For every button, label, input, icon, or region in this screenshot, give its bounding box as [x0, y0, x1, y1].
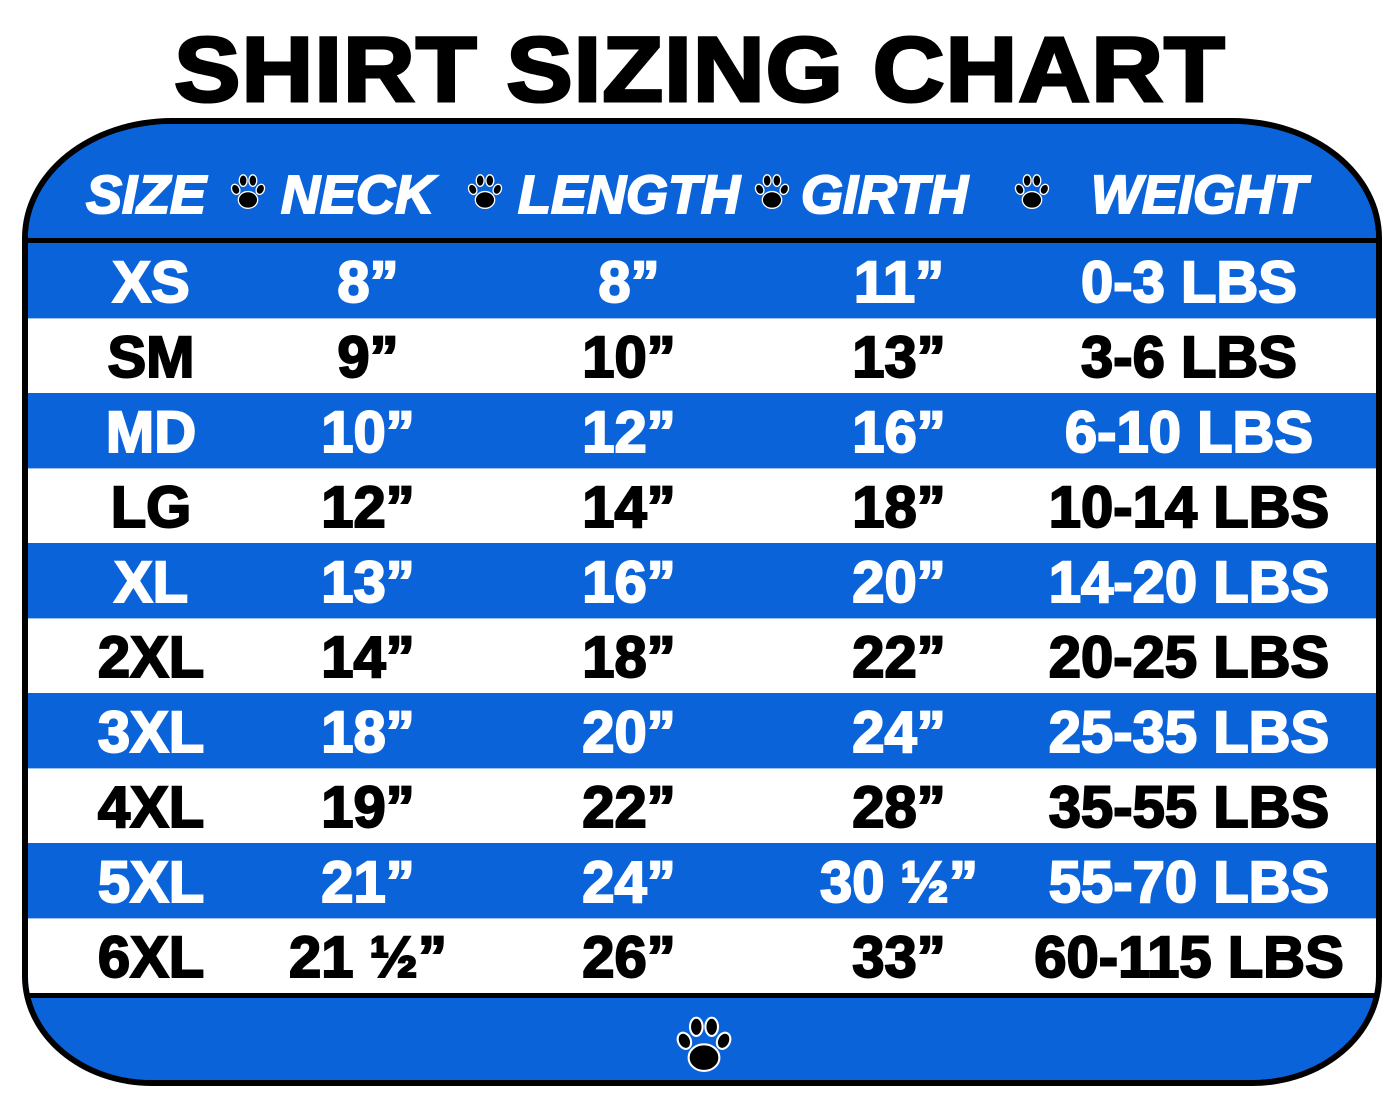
cell-weight: 25-35 LBS: [1048, 699, 1330, 766]
cell-neck: 18”: [320, 699, 416, 766]
cell-girth: 33”: [851, 924, 947, 991]
column-header-size: SIZE: [85, 164, 207, 226]
cell-length: 24”: [581, 849, 677, 916]
sizing-table: SIZE NECK LENGTH GIRTH WEIGHT XS 8” 8” 11” 0…: [22, 118, 1382, 1086]
cell-girth: 24”: [851, 699, 947, 766]
cell-neck: 9”: [336, 324, 399, 391]
cell-size: MD: [105, 399, 197, 466]
footer-divider: [28, 993, 1376, 998]
cell-girth: 20”: [851, 549, 947, 616]
paw-print-icon: [466, 174, 504, 209]
cell-girth: 30 ½”: [819, 849, 979, 916]
page-title: SHIRT SIZING CHART: [173, 18, 1227, 123]
cell-weight: 3-6 LBS: [1080, 324, 1298, 391]
cell-neck: 13”: [320, 549, 416, 616]
paw-print-icon: [1013, 174, 1051, 209]
cell-girth: 22”: [851, 624, 947, 691]
cell-neck: 19”: [320, 774, 416, 841]
cell-girth: 13”: [851, 324, 947, 391]
cell-weight: 10-14 LBS: [1048, 474, 1330, 541]
cell-size: 2XL: [97, 624, 205, 691]
cell-neck: 14”: [320, 624, 416, 691]
table-header: SIZE NECK LENGTH GIRTH WEIGHT: [28, 124, 1376, 238]
column-header-length: LENGTH: [517, 164, 741, 226]
cell-length: 14”: [581, 474, 677, 541]
cell-neck: 21”: [320, 849, 416, 916]
header-divider: [28, 238, 1376, 243]
cell-size: XS: [111, 249, 190, 316]
table-row: XS 8” 8” 11” 0-3 LBS: [28, 243, 1376, 318]
cell-weight: 55-70 LBS: [1048, 849, 1330, 916]
table-row: 6XL 21 ½” 26” 33” 60-115 LBS: [28, 918, 1376, 993]
cell-length: 22”: [581, 774, 677, 841]
paw-print-icon: [229, 174, 267, 209]
cell-length: 10”: [581, 324, 677, 391]
cell-length: 26”: [581, 924, 677, 991]
cell-size: XL: [113, 549, 189, 616]
column-header-weight: WEIGHT: [1090, 164, 1308, 226]
table-row: XL 13” 16” 20” 14-20 LBS: [28, 543, 1376, 618]
cell-weight: 35-55 LBS: [1048, 774, 1330, 841]
cell-girth: 28”: [851, 774, 947, 841]
cell-weight: 0-3 LBS: [1080, 249, 1298, 316]
cell-neck: 10”: [320, 399, 416, 466]
cell-size: 5XL: [97, 849, 205, 916]
cell-length: 16”: [581, 549, 677, 616]
cell-size: 4XL: [97, 774, 205, 841]
cell-weight: 6-10 LBS: [1064, 399, 1314, 466]
column-header-neck: NECK: [280, 164, 435, 226]
table-row: 5XL 21” 24” 30 ½” 55-70 LBS: [28, 843, 1376, 918]
cell-girth: 16”: [851, 399, 947, 466]
cell-girth: 11”: [853, 249, 945, 316]
table-row: MD 10” 12” 16” 6-10 LBS: [28, 393, 1376, 468]
cell-weight: 14-20 LBS: [1048, 549, 1330, 616]
cell-girth: 18”: [851, 474, 947, 541]
cell-size: 3XL: [97, 699, 205, 766]
cell-neck: 21 ½”: [288, 924, 448, 991]
cell-size: LG: [110, 474, 193, 541]
table-row: 4XL 19” 22” 28” 35-55 LBS: [28, 768, 1376, 843]
cell-length: 12”: [581, 399, 677, 466]
table-row: SM 9” 10” 13” 3-6 LBS: [28, 318, 1376, 393]
paw-print-icon: [753, 174, 791, 209]
cell-size: SM: [107, 324, 196, 391]
cell-length: 18”: [581, 624, 677, 691]
cell-neck: 12”: [320, 474, 416, 541]
cell-length: 20”: [581, 699, 677, 766]
table-row: LG 12” 14” 18” 10-14 LBS: [28, 468, 1376, 543]
cell-weight: 20-25 LBS: [1048, 624, 1330, 691]
cell-size: 6XL: [97, 924, 205, 991]
paw-print-icon: [674, 1016, 734, 1072]
cell-weight: 60-115 LBS: [1033, 924, 1345, 991]
table-row: 3XL 18” 20” 24” 25-35 LBS: [28, 693, 1376, 768]
cell-length: 8”: [597, 249, 660, 316]
column-header-girth: GIRTH: [800, 164, 969, 226]
table-footer: [28, 998, 1376, 1080]
table-row: 2XL 14” 18” 22” 20-25 LBS: [28, 618, 1376, 693]
cell-neck: 8”: [336, 249, 399, 316]
